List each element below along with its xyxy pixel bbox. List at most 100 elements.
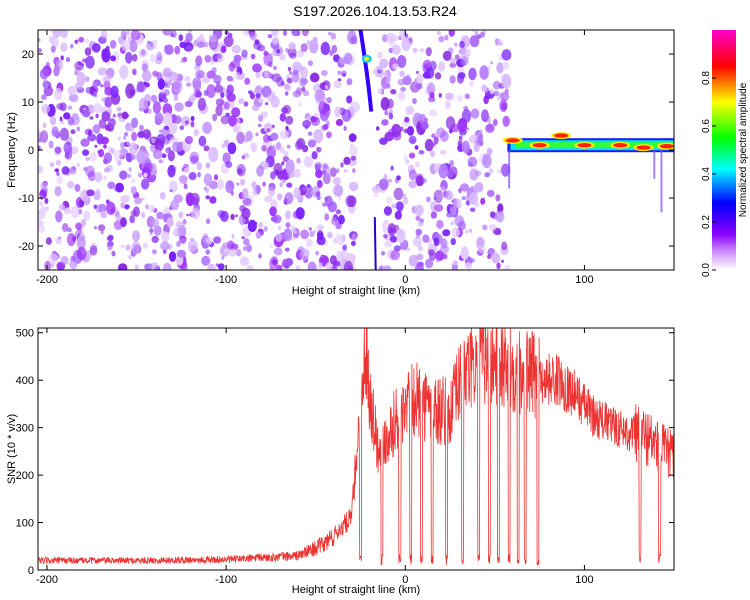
- noise-blob: [279, 147, 283, 152]
- noise-blob: [162, 67, 172, 78]
- noise-blob: [220, 210, 229, 222]
- noise-blob: [107, 242, 113, 251]
- noise-blob: [239, 256, 250, 267]
- noise-blob: [276, 48, 281, 54]
- noise-blob: [220, 91, 225, 99]
- snr-series-line: [38, 328, 674, 566]
- noise-blob: [424, 138, 434, 152]
- noise-blob: [457, 140, 463, 147]
- noise-blob: [120, 30, 127, 37]
- noise-blob: [131, 131, 138, 142]
- noise-blob: [74, 39, 79, 44]
- noise-blob: [402, 75, 412, 86]
- noise-blob: [471, 258, 475, 263]
- noise-blob: [72, 235, 77, 243]
- noise-blob: [433, 189, 443, 204]
- noise-blob: [250, 142, 258, 152]
- noise-blob: [417, 221, 424, 227]
- noise-blob: [286, 77, 293, 84]
- noise-blob: [76, 126, 80, 132]
- noise-blob: [80, 138, 90, 147]
- noise-blob: [282, 104, 292, 115]
- noise-blob: [469, 80, 474, 87]
- noise-blob: [454, 42, 458, 47]
- noise-blob: [93, 103, 102, 113]
- noise-blob: [98, 118, 107, 129]
- noise-blob: [162, 30, 173, 36]
- noise-blob: [231, 233, 235, 239]
- noise-blob: [142, 242, 148, 249]
- noise-blob: [496, 210, 505, 223]
- noise-blob: [346, 78, 353, 86]
- noise-blob: [271, 30, 279, 37]
- noise-blob: [179, 175, 188, 184]
- signal-hotspot-core: [364, 56, 370, 61]
- noise-blob: [408, 169, 417, 181]
- noise-blob: [442, 50, 452, 61]
- noise-blob: [489, 211, 496, 219]
- noise-blob: [322, 202, 327, 207]
- noise-blob: [222, 152, 231, 164]
- noise-blob: [256, 165, 264, 177]
- noise-blob: [208, 34, 217, 43]
- noise-blob: [152, 70, 159, 77]
- noise-blob: [172, 141, 182, 153]
- noise-blob: [343, 169, 348, 173]
- noise-blob: [60, 55, 64, 61]
- noise-blob: [59, 116, 63, 122]
- noise-blob: [199, 33, 204, 40]
- noise-blob: [317, 261, 323, 269]
- noise-blob: [220, 115, 230, 125]
- noise-blob: [103, 152, 113, 164]
- noise-blob: [147, 205, 156, 212]
- noise-blob: [41, 94, 47, 101]
- noise-blob: [343, 125, 347, 131]
- noise-blob: [229, 100, 235, 109]
- noise-blob: [232, 124, 241, 134]
- noise-blob: [324, 262, 333, 270]
- noise-blob: [167, 165, 176, 178]
- noise-blob: [499, 99, 508, 112]
- noise-blob: [233, 54, 242, 63]
- noise-blob: [449, 160, 454, 167]
- noise-blob: [59, 127, 69, 141]
- noise-blob: [247, 219, 257, 232]
- noise-blob: [376, 69, 382, 74]
- noise-blob: [56, 175, 63, 185]
- noise-blob: [160, 89, 165, 95]
- noise-blob: [431, 133, 436, 139]
- noise-blob: [211, 67, 217, 74]
- noise-blob: [450, 238, 456, 246]
- noise-blob: [285, 115, 294, 125]
- noise-blob: [320, 41, 330, 56]
- noise-blob: [307, 131, 313, 136]
- noise-blob: [391, 126, 396, 133]
- noise-blob: [61, 223, 69, 232]
- noise-blob: [70, 129, 76, 135]
- noise-blob: [391, 203, 397, 209]
- noise-blob: [335, 118, 344, 127]
- colorbar-tick-label: 0.0: [701, 263, 712, 277]
- noise-blob: [415, 83, 423, 90]
- noise-blob: [311, 151, 318, 160]
- noise-blob: [83, 210, 91, 221]
- noise-blob: [279, 53, 286, 61]
- noise-blob: [408, 180, 418, 189]
- noise-blob: [40, 181, 48, 189]
- noise-blob: [154, 112, 164, 125]
- noise-blob: [55, 159, 62, 166]
- noise-blob: [440, 130, 449, 142]
- noise-blob: [343, 156, 351, 165]
- noise-blob: [74, 61, 84, 71]
- noise-blob: [58, 203, 65, 211]
- noise-blob: [38, 137, 42, 143]
- noise-blob: [293, 168, 302, 178]
- noise-blob: [94, 226, 97, 230]
- carrier-peak-core: [505, 138, 520, 143]
- noise-blob: [454, 215, 465, 227]
- noise-blob: [416, 253, 424, 261]
- noise-blob: [44, 197, 49, 204]
- noise-blob: [270, 132, 279, 141]
- noise-blob: [383, 265, 392, 270]
- noise-blob: [392, 44, 401, 55]
